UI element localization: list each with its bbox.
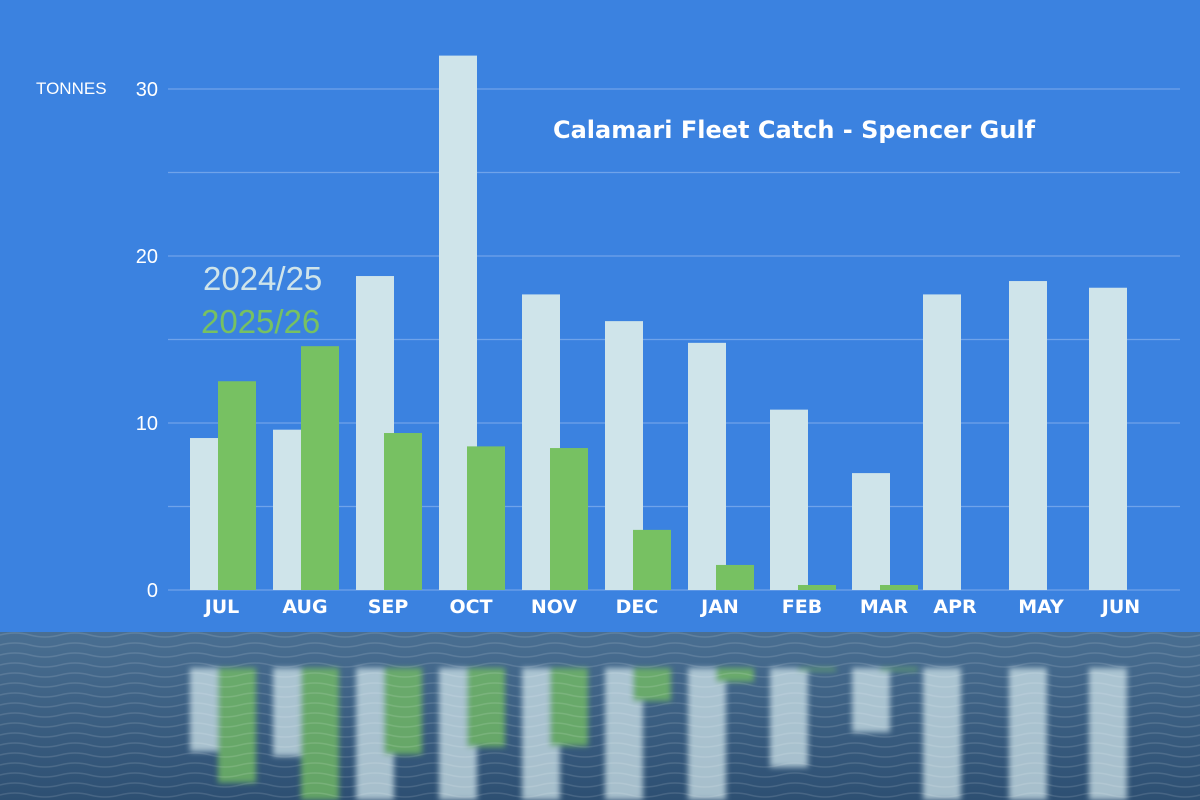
x-tick-may: MAY	[1018, 596, 1064, 618]
x-tick-feb: FEB	[782, 596, 822, 618]
bar-2024-25-apr	[923, 294, 961, 590]
bar-2024-25-mar	[852, 473, 890, 590]
y-tick-labels: 0 10 20 30	[136, 79, 158, 602]
x-tick-sep: SEP	[368, 596, 409, 618]
x-tick-mar: MAR	[860, 596, 909, 618]
bar-2025-26-aug	[301, 346, 339, 590]
y-axis-label: TONNES	[36, 79, 107, 98]
bars	[190, 55, 1127, 591]
y-tick-20: 20	[136, 246, 158, 268]
bar-2025-26-oct	[467, 446, 505, 590]
water-background	[0, 632, 1200, 800]
x-tick-dec: DEC	[616, 596, 659, 618]
bar-2024-25-may	[1009, 281, 1047, 590]
bar-2025-26-dec	[633, 529, 671, 590]
legend-entry-2025-26: 2025/26	[201, 303, 320, 340]
x-tick-oct: OCT	[449, 596, 492, 618]
chart-title: Calamari Fleet Catch - Spencer Gulf	[553, 116, 1036, 144]
x-tick-jan: JAN	[699, 596, 739, 618]
bar-2025-26-jul	[218, 381, 256, 590]
bar-2024-25-jun	[1089, 287, 1127, 590]
y-tick-10: 10	[136, 413, 158, 435]
bar-2025-26-feb	[798, 584, 836, 590]
bar-2024-25-jan	[688, 342, 726, 590]
legend-entry-2024-25: 2024/25	[203, 260, 322, 297]
y-tick-0: 0	[147, 580, 158, 602]
x-tick-aug: AUG	[282, 596, 327, 618]
x-tick-jul: JUL	[203, 596, 240, 618]
bar-2025-26-jan	[716, 564, 754, 590]
x-tick-nov: NOV	[531, 596, 578, 618]
bar-2024-25-feb	[770, 409, 808, 590]
y-tick-30: 30	[136, 79, 158, 101]
x-tick-labels: JUL AUG SEP OCT NOV DEC JAN FEB MAR APR MAY JUN	[203, 596, 1141, 618]
bar-2025-26-nov	[550, 448, 588, 590]
legend: 2024/25 2025/26	[201, 260, 322, 340]
x-tick-apr: APR	[933, 596, 977, 618]
x-tick-jun: JUN	[1100, 596, 1140, 618]
bar-2025-26-sep	[384, 433, 422, 590]
bar-2025-26-mar	[880, 584, 918, 590]
